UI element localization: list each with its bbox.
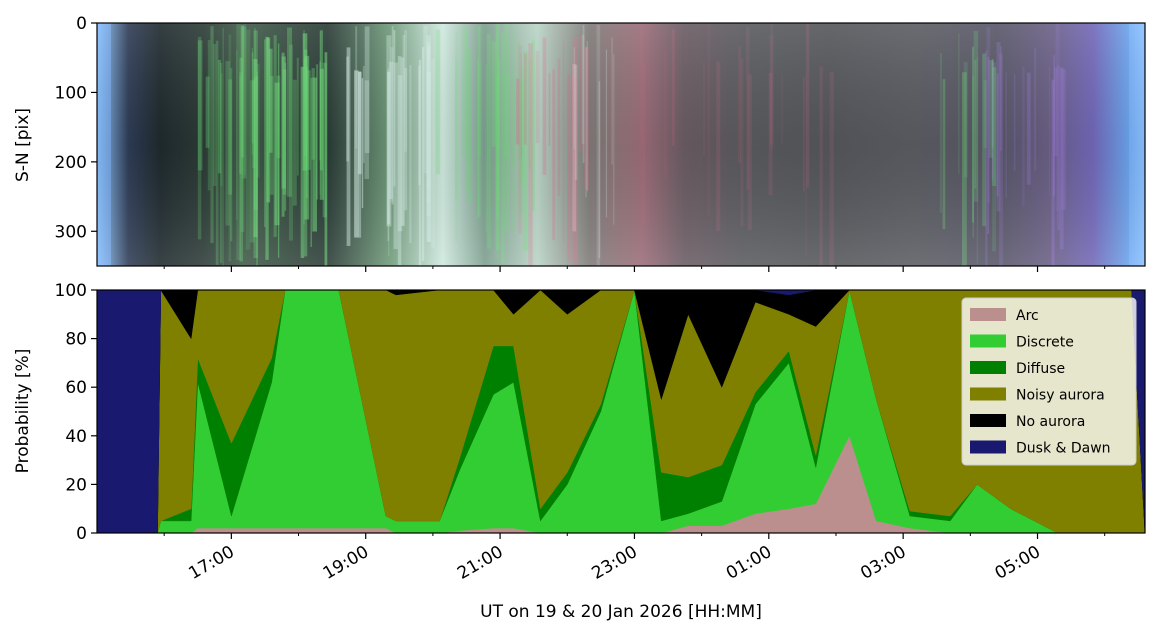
- legend-swatch: [970, 414, 1006, 427]
- probability-panel: 0 20 40 60 80 100 17:00 19:00 21:00 23:00 01:00 03…: [13, 281, 1146, 622]
- legend-label: Noisy aurora: [1016, 388, 1105, 404]
- legend-label: Dusk & Dawn: [1016, 441, 1111, 457]
- probability-y-tick-label: 20: [65, 475, 87, 495]
- probability-x-tick-label: 17:00: [185, 542, 237, 584]
- probability-x-tick-label: 03:00: [857, 542, 909, 584]
- keogram-frame: [96, 22, 1146, 267]
- keogram-y-tick-label: 0: [76, 14, 87, 34]
- series-area-noisy-aurora: [97, 290, 1145, 533]
- probability-y-tick-label: 0: [76, 524, 87, 544]
- legend-swatch: [970, 361, 1006, 374]
- keogram-panel: 0 100 200 300 S-N [pix]: [13, 14, 1146, 272]
- probability-y-tick-label: 80: [65, 330, 87, 350]
- legend-label: Discrete: [1016, 335, 1074, 351]
- probability-y-tick-label: 60: [65, 378, 87, 398]
- probability-x-tick-label: 05:00: [992, 542, 1044, 584]
- probability-x-tick-label: 23:00: [589, 542, 641, 584]
- probability-x-axis: 17:00 19:00 21:00 23:00 01:00 03:00 05:00: [163, 533, 1106, 584]
- probability-x-tick-label: 01:00: [723, 542, 775, 584]
- legend-swatch: [970, 440, 1006, 454]
- legend-label: Diffuse: [1016, 361, 1065, 377]
- legend-swatch: [970, 334, 1006, 348]
- probability-y-tick-label: 100: [55, 281, 87, 301]
- probability-y-axis: 0 20 40 60 80 100: [55, 281, 97, 544]
- x-axis-label: UT on 19 & 20 Jan 2026 [HH:MM]: [480, 602, 762, 622]
- keogram-x-ticks: [163, 266, 1106, 272]
- keogram-y-label: S-N [pix]: [13, 108, 33, 182]
- legend-label: No aurora: [1016, 414, 1085, 430]
- keogram-shading: [97, 23, 1145, 266]
- keogram-y-tick-label: 200: [55, 153, 87, 173]
- keogram-y-tick-label: 100: [55, 83, 87, 103]
- legend-swatch: [970, 387, 1006, 401]
- legend-swatch: [970, 308, 1006, 321]
- probability-y-tick-label: 40: [65, 427, 87, 447]
- probability-frame: [96, 289, 1146, 534]
- probability-stack: [97, 290, 1145, 533]
- probability-x-tick-label: 19:00: [320, 542, 372, 584]
- keogram-y-axis: 0 100 200 300: [55, 14, 97, 242]
- probability-x-tick-label: 21:00: [454, 542, 506, 584]
- legend: Arc Discrete Diffuse Noisy aurora No aurora D…: [961, 297, 1137, 466]
- probability-y-label: Probability [%]: [13, 349, 33, 474]
- legend-label: Arc: [1016, 308, 1039, 324]
- keogram-y-tick-label: 300: [55, 222, 87, 242]
